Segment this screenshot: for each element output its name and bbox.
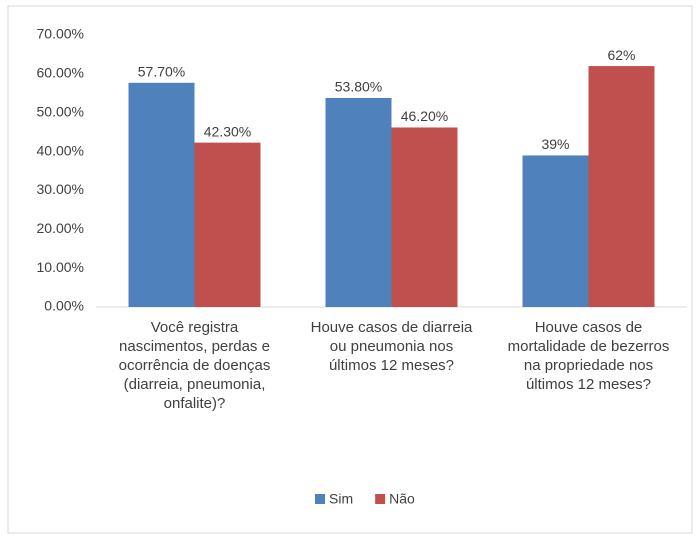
y-tick-label: 40.00%	[37, 142, 84, 158]
x-tick-label: Houve casos de diarreia ou pneumonia nos…	[310, 319, 473, 374]
y-tick-label: 20.00%	[37, 220, 84, 236]
data-label: 46.20%	[401, 108, 448, 124]
y-tick-label: 60.00%	[37, 65, 84, 81]
data-label: 62%	[607, 47, 635, 63]
legend-swatch	[375, 494, 386, 504]
bar	[325, 97, 392, 307]
x-tick-label: Você registra nascimentos, perdas e ocor…	[118, 319, 271, 412]
x-tick-label: Houve casos de mortalidade de bezerros n…	[507, 319, 670, 393]
legend-swatch	[315, 494, 325, 504]
legend-label: Sim	[329, 491, 353, 507]
bar	[391, 127, 458, 307]
data-label: 53.80%	[335, 79, 382, 95]
y-tick-label: 30.00%	[37, 181, 84, 197]
bar	[522, 155, 589, 307]
bar	[128, 82, 195, 308]
data-label: 57.70%	[138, 63, 185, 79]
bar	[588, 66, 655, 307]
bar	[194, 142, 261, 307]
y-tick-label: 50.00%	[37, 103, 84, 119]
data-label: 42.30%	[204, 123, 251, 139]
y-tick-label: 0.00%	[44, 298, 84, 314]
data-label: 39%	[541, 136, 569, 152]
y-tick-label: 10.00%	[37, 259, 84, 275]
y-tick-label: 70.00%	[37, 26, 84, 42]
legend-label: Não	[389, 491, 415, 507]
